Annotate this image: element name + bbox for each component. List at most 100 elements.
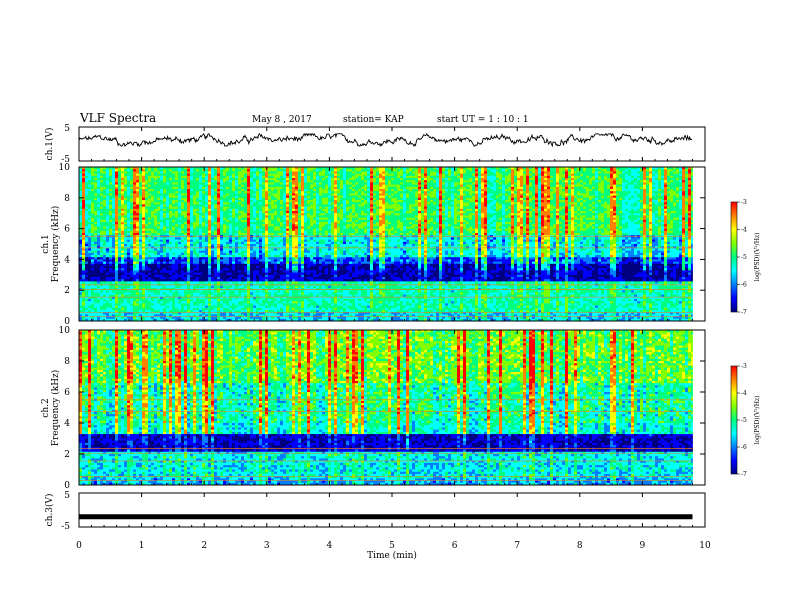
ch1-spec-cell [136, 173, 140, 177]
ch1-spec-cell [241, 173, 245, 177]
ch1-spec-cell [424, 184, 428, 188]
ch1-spec-cell [259, 180, 263, 183]
ch1-spec-cell [280, 182, 284, 185]
ch1-spec-cell [289, 167, 293, 170]
ch1-spec-cell [160, 171, 164, 174]
ch1-spec-cell [526, 169, 530, 172]
ch1-spec-cell [619, 171, 623, 174]
ch1-spec-cell [343, 184, 347, 188]
ch1-spec-cell [499, 182, 503, 185]
ch1-spec-cell [391, 175, 395, 179]
ch1-spec-cell [469, 184, 473, 188]
ch1-spec-cell [94, 186, 98, 190]
ch1-spec-cell [283, 189, 287, 192]
ch1-spec-cell [343, 175, 347, 179]
ch1-spec-cell [421, 178, 425, 181]
ch1-spec-cell [364, 173, 368, 177]
ch1-spec-cell [256, 167, 260, 170]
ch1-spec-cell [316, 167, 320, 170]
ch1-spec-cell [124, 184, 128, 188]
ch1-spec-cell [250, 171, 254, 174]
ch1-spec-cell [160, 175, 164, 179]
ch1-spec-cell [415, 189, 419, 192]
ch1-spec-cell [661, 175, 665, 179]
ch1-spec-cell [112, 169, 116, 172]
ch1-spec-cell [466, 167, 470, 170]
ch1-spec-cell [664, 178, 668, 181]
ch1-spec-cell [454, 169, 458, 172]
ch1-spec-cell [616, 178, 620, 181]
ch1-spec-cell [118, 184, 122, 188]
ch1-spec-cell [427, 173, 431, 177]
ch1-spec-cell [271, 189, 275, 192]
ch1-spec-cell [157, 178, 161, 181]
ch1-spec-cell [121, 167, 125, 170]
ch1-spec-cell [112, 175, 116, 179]
ch1-spec-cell [451, 186, 455, 190]
ch1-spec-cell [208, 173, 212, 177]
ch1-waveform-frame [78, 126, 706, 162]
ch1-spec-cell [463, 173, 467, 177]
ch1-spec-cell [547, 169, 551, 172]
ch1-spec-cell [688, 184, 692, 188]
ch1-spec-cell [277, 167, 281, 170]
ch1-spec-cell [628, 186, 632, 190]
ch1-spec-cell [589, 173, 593, 177]
ch1-spec-cell [544, 182, 548, 185]
ch1-spec-cell [127, 167, 131, 170]
ch1-spec-cell [562, 186, 566, 190]
ch1-spec-cell [148, 182, 152, 185]
ch1-spec-cell [199, 171, 203, 174]
ch1-spec-cell [208, 178, 212, 181]
ch1-spec-cell [394, 173, 398, 177]
ch1-spec-cell [379, 178, 383, 181]
ch1-spec-cell [145, 184, 149, 188]
ch1-spec-cell [88, 171, 92, 174]
ch1-spec-cell [229, 184, 233, 188]
ch1-spec-cell [622, 178, 626, 181]
ch1-spec-cell [502, 171, 506, 174]
ch1-spec-cell [229, 189, 233, 192]
ch1-spec-cell [448, 180, 452, 183]
ch1-spec-cell [157, 171, 161, 174]
ch1-spec-cell [364, 184, 368, 188]
ch1-spec-cell [163, 184, 167, 188]
ch1-spec-cell [691, 182, 693, 185]
ch1-spec-cell [682, 171, 686, 174]
ch1-spec-cell [628, 175, 632, 179]
ch1-spec-cell [322, 175, 326, 179]
ch1-spec-cell [631, 173, 635, 177]
ch1-spec-cell [181, 175, 185, 179]
ch1-spec-cell [625, 180, 629, 183]
ch1-spec-cell [631, 186, 635, 190]
ch1-spec-cell [316, 175, 320, 179]
ch1-spec-cell [193, 167, 197, 170]
ch1-spec-cell [409, 184, 413, 188]
ch1-spec-cell [559, 167, 563, 170]
ch1-spec-cell [292, 173, 296, 177]
ch1-spec-cell [391, 167, 395, 170]
ch1-spec-cell [94, 169, 98, 172]
ch1-spec-cell [214, 171, 218, 174]
ch1-spec-cell [301, 189, 305, 192]
ch1-spec-cell [184, 184, 188, 188]
ch1-spec-cell [163, 167, 167, 170]
ch1-spec-cell [166, 173, 170, 177]
ch1-spec-cell [217, 186, 221, 190]
ch1-spec-cell [448, 186, 452, 190]
ch1-spec-cell [610, 171, 614, 174]
ch1-spec-cell [658, 180, 662, 183]
ch1-spec-cell [154, 182, 158, 185]
ch1-spec-cell [688, 178, 692, 181]
ch1-spec-cell [490, 178, 494, 181]
ch1-spec-cell [622, 171, 626, 174]
ch1-spec-cell [295, 189, 299, 192]
ch1-spec-cell [412, 186, 416, 190]
ch1-spec-cell [235, 186, 239, 190]
ch1-spec-cell [247, 178, 251, 181]
ch1-spec-cell [652, 186, 656, 190]
ch1-spec-cell [328, 180, 332, 183]
ch1-spec-cell [346, 184, 350, 188]
ch1-spec-cell [142, 175, 146, 179]
ch1-spec-cell [400, 182, 404, 185]
